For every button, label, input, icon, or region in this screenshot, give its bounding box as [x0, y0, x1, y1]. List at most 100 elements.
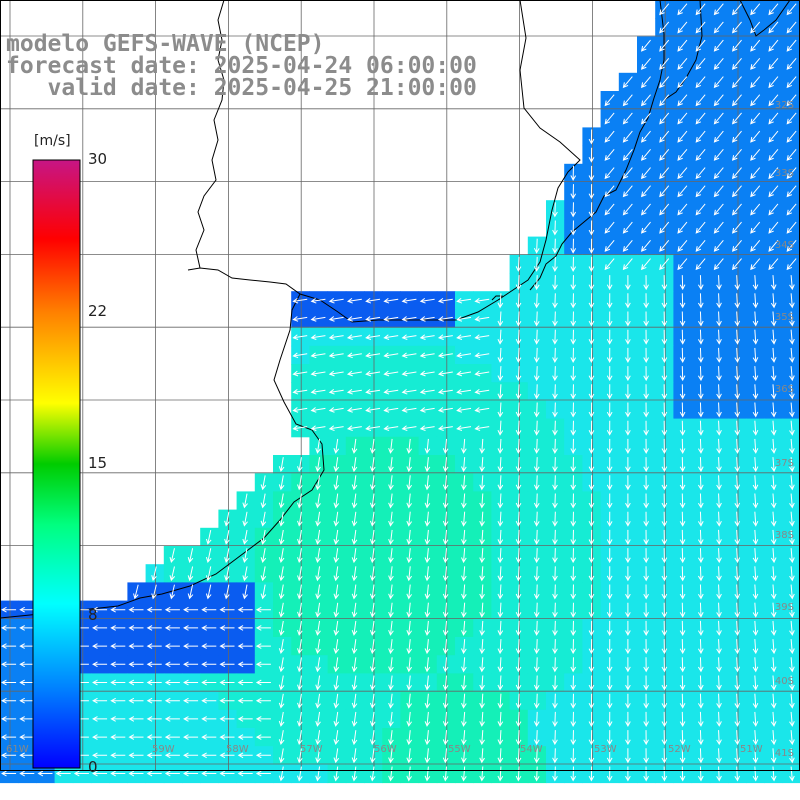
wind-arrow: [515, 329, 522, 345]
wind-arrow: [351, 511, 358, 527]
wind-arrow: [110, 716, 126, 722]
wind-arrow: [643, 420, 649, 436]
wind-arrow: [625, 566, 631, 582]
wind-arrow: [146, 770, 162, 777]
wind-arrow: [661, 675, 668, 691]
wind-arrow: [224, 548, 230, 563]
wind-arrow: [260, 548, 267, 564]
wind-arrow: [697, 693, 704, 709]
wind-arrow: [365, 316, 381, 322]
wind-arrow: [625, 457, 631, 473]
wind-arrow: [346, 425, 362, 431]
wind-arrow: [388, 620, 394, 636]
wind-arrow: [768, 167, 779, 180]
wind-arrow: [606, 475, 613, 491]
wind-arrow: [752, 657, 759, 673]
wind-arrow: [661, 730, 668, 746]
wind-arrow: [365, 334, 381, 340]
wind-arrow: [750, 57, 761, 70]
wind-arrow: [515, 420, 522, 436]
wind-arrow: [789, 620, 795, 636]
wind-arrow: [679, 566, 686, 582]
wind-arrow: [474, 407, 490, 413]
wind-arrow: [533, 384, 540, 400]
wind-arrow: [255, 770, 271, 777]
wind-arrow: [533, 402, 540, 418]
wind-arrow: [570, 730, 577, 746]
wind-arrow: [679, 402, 686, 418]
wind-arrow: [734, 275, 741, 291]
wind-arrow: [201, 625, 217, 631]
wind-arrow: [604, 258, 615, 271]
wind-arrow: [625, 293, 631, 309]
wind-arrow: [789, 511, 795, 527]
wind-arrow: [315, 438, 321, 454]
wind-arrow: [625, 766, 631, 782]
wind-arrow: [183, 770, 199, 777]
wind-arrow: [219, 752, 235, 759]
wind-arrow: [383, 388, 399, 395]
wind-arrow: [110, 661, 126, 668]
wind-arrow: [19, 606, 35, 613]
wind-arrow: [497, 529, 504, 545]
wind-arrow: [789, 293, 795, 309]
wind-arrow: [297, 711, 303, 727]
wind-arrow: [625, 693, 631, 709]
coastline: [0, 0, 791, 619]
wind-arrow: [679, 293, 686, 309]
wind-arrow: [497, 675, 504, 691]
wind-arrow: [328, 407, 344, 413]
wind-arrow: [424, 730, 431, 746]
wind-arrow: [333, 511, 340, 527]
wind-arrow: [533, 675, 540, 691]
wind-arrow: [604, 203, 615, 216]
wind-arrow: [533, 566, 540, 582]
wind-arrow: [351, 529, 358, 545]
wind-arrow: [716, 566, 722, 582]
wind-arrow: [606, 748, 613, 764]
wind-arrow: [424, 511, 431, 527]
wind-arrow: [133, 584, 139, 600]
wind-arrow: [622, 148, 633, 161]
wind-arrow: [661, 711, 668, 727]
wind-arrow: [333, 529, 340, 545]
wind-arrow: [388, 748, 394, 764]
wind-arrow: [588, 475, 595, 491]
wind-arrow: [456, 316, 472, 322]
wind-arrow: [346, 334, 362, 340]
wind-arrow: [716, 675, 722, 691]
wind-arrow: [388, 693, 394, 709]
wind-arrow: [695, 94, 706, 107]
wind-arrow: [695, 148, 706, 161]
lat-label: 40S: [774, 676, 794, 687]
wind-arrow: [695, 76, 706, 89]
wind-arrow: [640, 130, 651, 143]
wind-arrow: [643, 657, 649, 673]
wind-arrow: [604, 112, 615, 125]
wind-arrow: [552, 766, 558, 782]
wind-arrow: [205, 584, 212, 600]
wind-arrow: [588, 748, 595, 764]
wind-arrow: [604, 167, 615, 180]
wind-arrow: [734, 711, 741, 727]
wind-arrow: [786, 185, 797, 198]
wind-arrow: [533, 730, 540, 746]
wind-arrow: [479, 548, 485, 564]
wind-arrow: [442, 438, 449, 454]
wind-arrow: [315, 675, 321, 691]
wind-arrow: [695, 203, 706, 216]
wind-arrow: [789, 329, 795, 345]
wind-arrow: [659, 167, 670, 180]
wind-arrow: [497, 548, 504, 564]
wind-arrow: [770, 675, 777, 691]
wind-arrow: [606, 529, 613, 545]
wind-arrow: [734, 548, 741, 564]
wind-arrow: [333, 475, 340, 491]
wind-arrow: [442, 675, 449, 691]
wind-arrow: [606, 693, 613, 709]
wind-arrow: [255, 661, 271, 668]
wind-arrow: [406, 529, 413, 545]
wind-arrow: [625, 275, 631, 291]
wind-arrow: [770, 639, 777, 655]
wind-arrow: [242, 493, 248, 509]
